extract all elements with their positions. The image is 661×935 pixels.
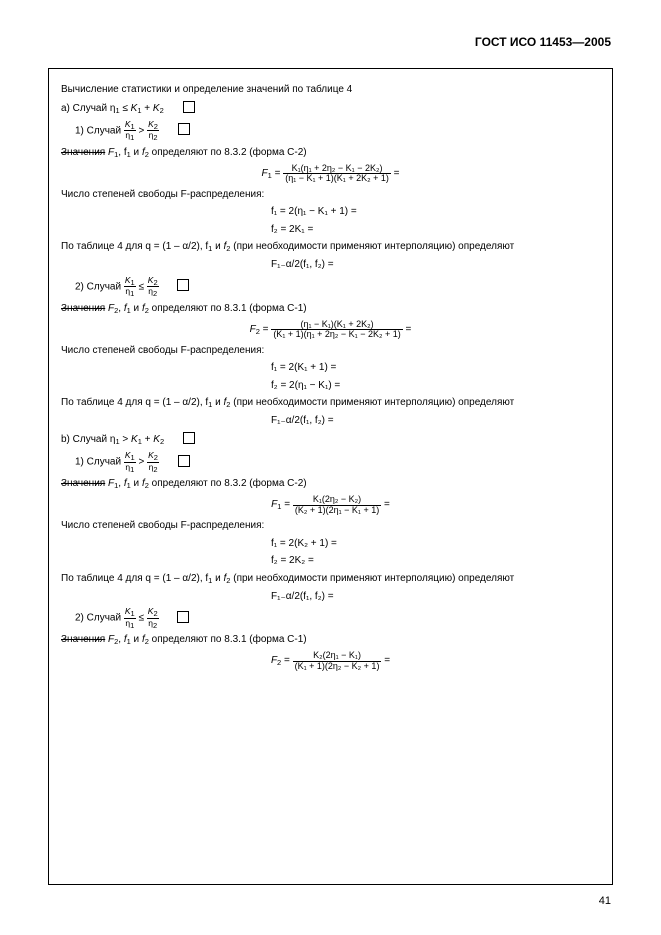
- txt: 2) Случай: [75, 281, 124, 292]
- line-f1-def: Значения F1, f1 и f2 определяют по 8.3.2…: [61, 146, 600, 160]
- fb1-den: (K₂ + 1)(2η₁ − K₁ + 1): [293, 505, 381, 515]
- formula-f1: F1 = K₁(η₁ + 2η₂ − K₁ − 2K₂) (η₁ − K₁ + …: [61, 164, 600, 184]
- line-fb2-def: Значения F2, f1 и f2 определяют по 8.3.1…: [61, 633, 600, 647]
- case-b: b) Случай η1 > K1 + K2: [61, 432, 600, 447]
- txt: По таблице 4 для q = (1 – α/2), f: [61, 573, 208, 584]
- content-frame: Вычисление статистики и определение знач…: [48, 68, 613, 885]
- txt: , f: [118, 147, 126, 158]
- line-f2-def: Значения F2, f1 и f2 определяют по 8.3.1…: [61, 302, 600, 316]
- fb1-num: K₁(2η₂ − K₂): [293, 495, 381, 504]
- txt: 1) Случай: [75, 125, 124, 136]
- txt: определяют по 8.3.1 (форма C-1): [152, 303, 307, 314]
- line-title: Вычисление статистики и определение знач…: [61, 83, 600, 97]
- txt: a) Случай η: [61, 103, 115, 114]
- strike: Значения: [61, 147, 105, 158]
- doc-header: ГОСТ ИСО 11453—2005: [475, 35, 611, 49]
- txt: (при необходимости применяют интерполяци…: [233, 397, 514, 408]
- f1-den: (η₁ − K₁ + 1)(K₁ + 2K₂ + 1): [283, 173, 391, 183]
- dof-1: Число степеней свободы F-распределения:: [61, 188, 600, 202]
- checkbox[interactable]: [177, 279, 189, 291]
- txt: определяют по 8.3.2 (форма C-2): [152, 147, 307, 158]
- checkbox[interactable]: [178, 123, 190, 135]
- f1b: f₂ = 2K₁ =: [61, 223, 600, 237]
- txt: (при необходимости применяют интерполяци…: [233, 241, 514, 252]
- dof-2: Число степеней свободы F-распределения:: [61, 344, 600, 358]
- case-a-2: 2) Случай K1η1 ≤ K2η2: [61, 276, 600, 298]
- strike: Значения: [61, 303, 105, 314]
- strike: Значения: [61, 478, 105, 489]
- f2-num: (η₁ − K₁)(K₁ + 2K₂): [271, 320, 402, 329]
- fb1a: f₁ = 2(K₂ + 1) =: [61, 537, 600, 551]
- case-a-1: 1) Случай K1η1 > K2η2: [61, 120, 600, 142]
- f2a: f₁ = 2(K₁ + 1) =: [61, 361, 600, 375]
- fb2-num: K₂(2η₁ − K₁): [293, 651, 382, 660]
- case-a: a) Случай η1 ≤ K1 + K2: [61, 101, 600, 116]
- checkbox[interactable]: [183, 432, 195, 444]
- tab4-2: По таблице 4 для q = (1 – α/2), f1 и f2 …: [61, 396, 600, 410]
- f1a: f₁ = 2(η₁ − K₁ + 1) =: [61, 205, 600, 219]
- txt: >: [122, 434, 131, 445]
- txt: определяют по 8.3.2 (форма C-2): [152, 478, 307, 489]
- txt: определяют по 8.3.1 (форма C-1): [152, 634, 307, 645]
- tab4-3: По таблице 4 для q = (1 – α/2), f1 и f2 …: [61, 572, 600, 586]
- txt: (при необходимости применяют интерполяци…: [233, 573, 514, 584]
- txt: По таблице 4 для q = (1 – α/2), f: [61, 397, 208, 408]
- fb1b: f₂ = 2K₂ =: [61, 554, 600, 568]
- f2-den: (K₁ + 1)(η₁ + 2η₂ − K₁ − 2K₂ + 1): [271, 329, 402, 339]
- txt: По таблице 4 для q = (1 – α/2), f: [61, 241, 208, 252]
- page-number: 41: [599, 895, 611, 907]
- f2c: F₁₋α/2(f₁, f₂) =: [61, 414, 600, 428]
- dof-3: Число степеней свободы F-распределения:: [61, 519, 600, 533]
- checkbox[interactable]: [183, 101, 195, 113]
- txt: ≤: [122, 103, 130, 114]
- formula-f2: F2 = (η₁ − K₁)(K₁ + 2K₂) (K₁ + 1)(η₁ + 2…: [61, 320, 600, 340]
- txt: 1) Случай: [75, 457, 124, 468]
- txt: b) Случай η: [61, 434, 115, 445]
- tab4-1: По таблице 4 для q = (1 – α/2), f1 и f2 …: [61, 240, 600, 254]
- txt: 2) Случай: [75, 613, 124, 624]
- case-b-1: 1) Случай K1η1 > K2η2: [61, 451, 600, 473]
- f2b: f₂ = 2(η₁ − K₁) =: [61, 379, 600, 393]
- line-fb1-def: Значения F1, f1 и f2 определяют по 8.3.2…: [61, 477, 600, 491]
- checkbox[interactable]: [178, 455, 190, 467]
- strike: Значения: [61, 634, 105, 645]
- fb2-den: (K₁ + 1)(2η₂ − K₂ + 1): [293, 661, 382, 671]
- case-b-2: 2) Случай K1η1 ≤ K2η2: [61, 607, 600, 629]
- f1c: F₁₋α/2(f₁, f₂) =: [61, 258, 600, 272]
- formula-fb2: F2 = K₂(2η₁ − K₁) (K₁ + 1)(2η₂ − K₂ + 1)…: [61, 651, 600, 671]
- formula-fb1: F1 = K₁(2η₂ − K₂) (K₂ + 1)(2η₁ − K₁ + 1)…: [61, 495, 600, 515]
- fb1c: F₁₋α/2(f₁, f₂) =: [61, 590, 600, 604]
- f1-num: K₁(η₁ + 2η₂ − K₁ − 2K₂): [283, 164, 391, 173]
- checkbox[interactable]: [177, 611, 189, 623]
